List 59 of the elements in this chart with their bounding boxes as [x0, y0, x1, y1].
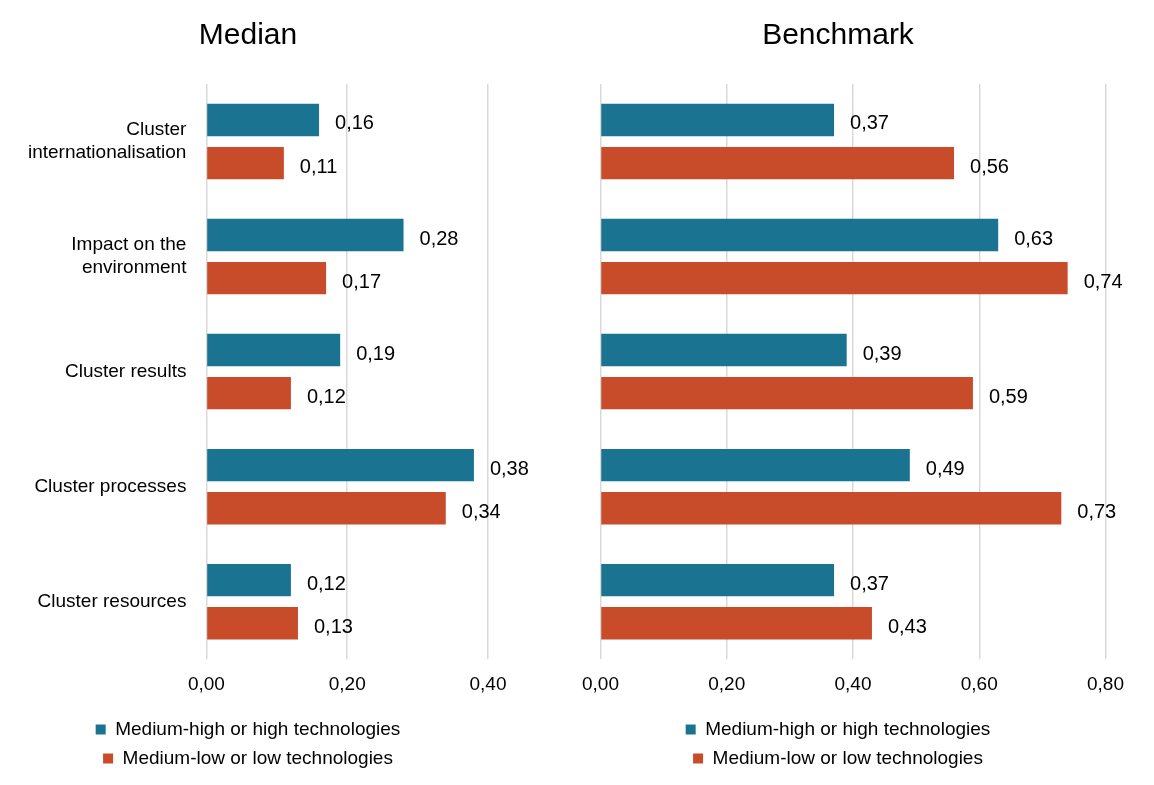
- legend-label: Medium-low or low technologies: [122, 746, 393, 768]
- data-label: 0,13: [313, 614, 353, 637]
- bar: [207, 448, 474, 482]
- bar: [601, 376, 973, 410]
- bar: [601, 607, 872, 640]
- data-label: 0,17: [342, 269, 382, 292]
- data-label: 0,12: [306, 384, 346, 407]
- data-label: 0,49: [925, 456, 965, 479]
- data-label: 0,16: [335, 111, 374, 134]
- data-label: 0,38: [489, 456, 529, 479]
- x-tick-label: 0,20: [328, 672, 366, 694]
- x-tick-label: 0,00: [187, 672, 225, 694]
- data-label: 0,34: [461, 499, 501, 522]
- data-label: 0,28: [419, 226, 459, 249]
- bar: [601, 563, 835, 597]
- data-label: 0,12: [306, 571, 346, 594]
- data-label: 0,37: [850, 571, 889, 594]
- y-tick-label: Impact on the environment: [71, 233, 188, 278]
- bar: [207, 492, 446, 525]
- data-label: 0,59: [988, 384, 1028, 407]
- x-tick-label: 0,60: [960, 672, 998, 694]
- bar: [601, 146, 954, 180]
- chart-title: Benchmark: [762, 17, 915, 51]
- x-tick-label: 0,40: [834, 672, 872, 694]
- legend-label: Medium-low or low technologies: [712, 746, 983, 768]
- x-tick-label: 0,40: [469, 672, 507, 694]
- y-tick-label: Cluster internationalisation: [27, 118, 188, 163]
- data-label: 0,63: [1014, 226, 1054, 249]
- legend-label: Medium-high or high technologies: [115, 717, 401, 739]
- y-tick-label: Cluster results: [65, 359, 187, 381]
- bar: [207, 333, 341, 367]
- y-tick-label: Cluster processes: [34, 474, 187, 496]
- x-tick-label: 0,80: [1087, 672, 1124, 694]
- x-tick-label: 0,20: [708, 672, 746, 694]
- bar: [207, 563, 291, 597]
- data-label: 0,43: [887, 614, 927, 637]
- bar: [207, 218, 404, 252]
- y-tick-label: Cluster resources: [37, 589, 187, 611]
- data-label: 0,37: [850, 111, 889, 134]
- x-tick-label: 0,00: [582, 672, 619, 694]
- bar: [207, 146, 284, 180]
- bar: [207, 607, 298, 640]
- chart-title: Median: [198, 17, 298, 51]
- bar: [601, 333, 847, 367]
- bar: [207, 103, 320, 137]
- data-label: 0,73: [1077, 499, 1117, 522]
- data-label: 0,74: [1083, 269, 1123, 292]
- data-label: 0,56: [970, 154, 1009, 177]
- legend-label: Medium-high or high technologies: [705, 717, 991, 739]
- bar: [601, 448, 910, 482]
- data-label: 0,11: [299, 154, 338, 177]
- bar: [601, 218, 999, 252]
- bar: [601, 492, 1062, 525]
- bar: [207, 261, 327, 295]
- data-label: 0,19: [356, 341, 396, 364]
- data-label: 0,39: [862, 341, 902, 364]
- bar: [207, 376, 291, 410]
- bar: [601, 103, 835, 137]
- bar: [601, 261, 1068, 295]
